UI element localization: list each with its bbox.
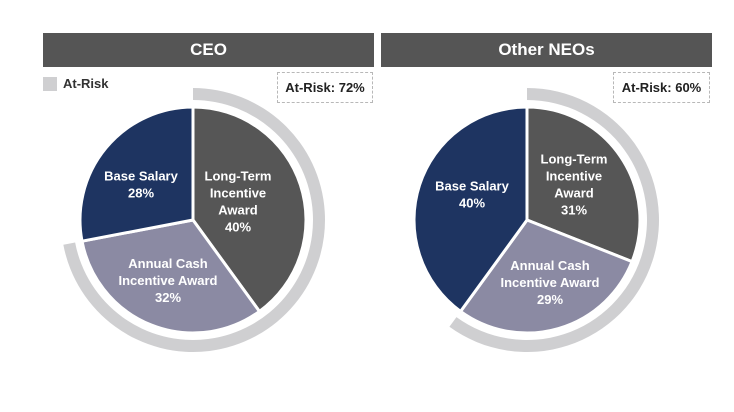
- neo-slice-base-salary: [412, 105, 529, 313]
- ceo-label-annual-cash-incentive-award: Annual Cash Incentive Award 32%: [119, 256, 218, 305]
- neo-slice-annual-cash-incentive-award: [459, 218, 634, 335]
- neo-slice-long-term-incentive-award: [525, 105, 642, 264]
- ceo-slice-base-salary: [78, 105, 195, 243]
- legend-swatch: [43, 76, 57, 91]
- neo-chart-title: Other NEOs: [381, 33, 712, 67]
- neo-label-base-salary: Base Salary 40%: [435, 179, 509, 211]
- ceo-label-long-term-incentive-award: Long-Term Incentive Award 40%: [205, 169, 272, 235]
- neo-at-risk-label: At-Risk: 60%: [613, 72, 710, 103]
- ceo-chart-title: CEO: [43, 33, 374, 67]
- neo-label-annual-cash-incentive-award: Annual Cash Incentive Award 29%: [501, 258, 600, 307]
- ceo-at-risk-label: At-Risk: 72%: [277, 72, 373, 103]
- neo-label-long-term-incentive-award: Long-Term Incentive Award 31%: [541, 152, 608, 218]
- legend-label: At-Risk: [63, 76, 109, 91]
- ceo-slice-long-term-incentive-award: [191, 105, 308, 313]
- ceo-slice-annual-cash-incentive-award: [80, 218, 261, 335]
- ceo-label-base-salary: Base Salary 28%: [104, 169, 178, 201]
- legend: At-Risk: [43, 76, 109, 91]
